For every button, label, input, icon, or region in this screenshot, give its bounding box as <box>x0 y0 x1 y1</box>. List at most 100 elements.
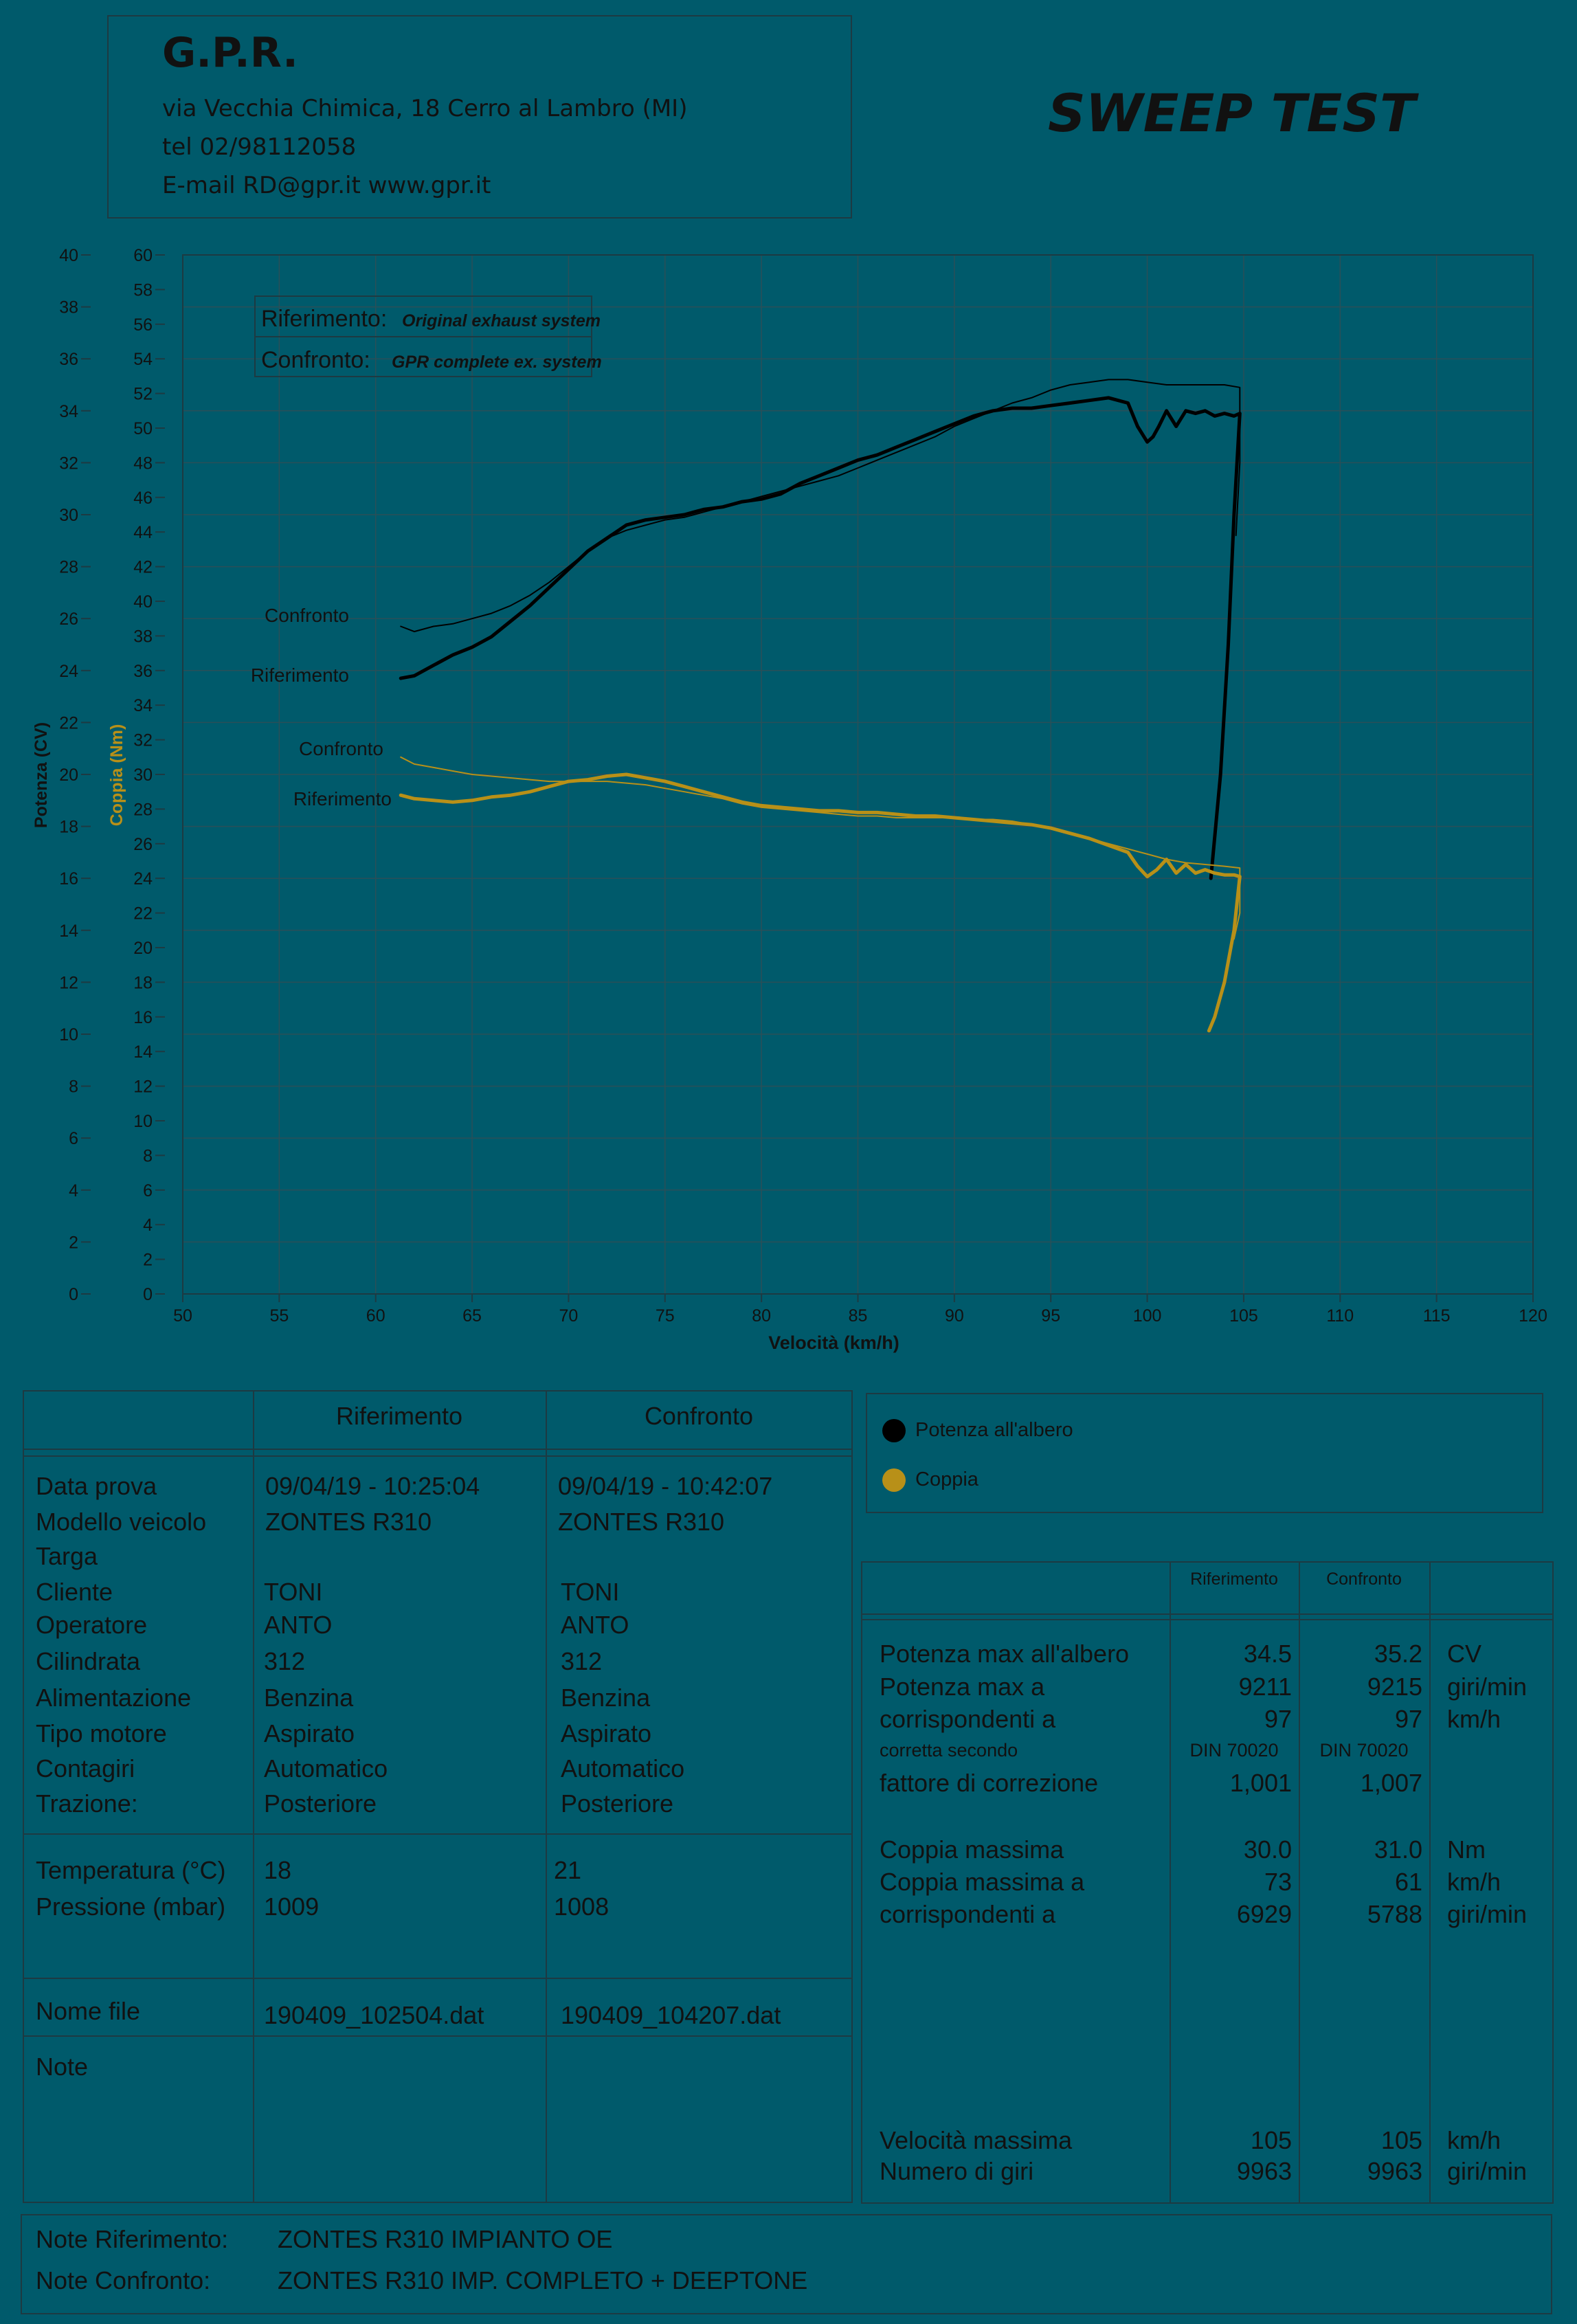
torque-tick-label: 52 <box>133 385 153 404</box>
torque-tick-label: 4 <box>143 1216 153 1235</box>
results-label: Potenza max a <box>880 1673 1045 1701</box>
results-label: Coppia massima a <box>880 1868 1085 1896</box>
results-header-cmp: Confronto <box>1326 1569 1402 1589</box>
legend-torque-label: Coppia <box>915 1468 978 1490</box>
note-ref-value: ZONTES R310 IMPIANTO OE <box>278 2225 613 2253</box>
info-header-ref: Riferimento <box>335 1402 463 1430</box>
info-ref: Posteriore <box>264 1789 377 1818</box>
results-table <box>861 1561 1554 2204</box>
notes-box: Note Riferimento: ZONTES R310 IMPIANTO O… <box>21 2214 1552 2314</box>
note-cmp-value: ZONTES R310 IMP. COMPLETO + DEEPTONE <box>278 2266 808 2294</box>
results-label: Velocità massima <box>880 2126 1073 2154</box>
x-tick-label: 75 <box>656 1306 675 1326</box>
power-tick-label: 14 <box>59 921 78 941</box>
note-label: Note <box>36 2053 89 2081</box>
company-name: G.P.R. <box>162 29 298 77</box>
note-cmp-label: Note Confronto: <box>36 2266 211 2294</box>
torque-tick-label: 16 <box>133 1008 153 1027</box>
results-cmp: 61 <box>1394 1868 1422 1896</box>
results-label: Coppia massima <box>880 1835 1064 1864</box>
pressure-cmp: 1008 <box>554 1892 609 1921</box>
info-cmp: ANTO <box>561 1611 629 1639</box>
torque-axis-label: Coppia (Nm) <box>107 724 126 827</box>
sweep-chart: 50 55 60 65 70 75 80 85 90 95 100 105 110 115 12002468… <box>32 246 1547 1353</box>
legend-power-label: Potenza all'albero <box>915 1419 1073 1441</box>
x-tick-label: 55 <box>269 1306 289 1326</box>
info-ref: TONI <box>264 1578 323 1606</box>
results-unit: km/h <box>1447 1705 1501 1733</box>
results-ref: 34.5 <box>1243 1640 1292 1668</box>
legend-cmp-label: Confronto: <box>261 347 370 373</box>
temp-label: Temperatura (°C) <box>36 1856 226 1884</box>
torque-tick-label: 30 <box>133 766 153 785</box>
x-tick-label: 65 <box>462 1306 482 1326</box>
info-ref: 312 <box>264 1647 306 1675</box>
power-tick-label: 4 <box>69 1181 78 1200</box>
legend-ref-desc: Original exhaust system <box>402 311 601 331</box>
x-tick-label: 100 <box>1133 1306 1162 1326</box>
info-cmp: Automatico <box>561 1754 685 1783</box>
legend-cmp-desc: GPR complete ex. system <box>392 353 602 372</box>
chart-labels: Confronto Riferimento Confronto Riferimento… <box>251 295 602 809</box>
file-cmp: 190409_104207.dat <box>561 2001 781 2029</box>
torque-tick-label: 22 <box>133 904 153 924</box>
info-cmp: ZONTES R310 <box>558 1508 725 1536</box>
results-cmp: 9215 <box>1367 1673 1422 1701</box>
info-label: Alimentazione <box>36 1684 192 1712</box>
x-tick-label: 60 <box>366 1306 385 1326</box>
results-cmp: 1,007 <box>1360 1769 1422 1797</box>
results-cmp: 5788 <box>1367 1900 1422 1928</box>
power-tick-label: 22 <box>59 713 78 733</box>
temp-cmp: 21 <box>554 1856 582 1884</box>
results-ref: 9211 <box>1238 1673 1292 1701</box>
power-tick-label: 38 <box>59 298 78 317</box>
curve-label-power-cmp: Confronto <box>265 605 349 626</box>
x-axis-label: Velocità (km/h) <box>768 1332 899 1353</box>
torque-tick-label: 50 <box>133 419 153 438</box>
info-cmp: 09/04/19 - 10:42:07 <box>558 1472 773 1500</box>
legend-power-marker <box>882 1419 906 1442</box>
results-label: corrispondenti a <box>880 1900 1056 1928</box>
torque-tick-label: 60 <box>133 246 153 265</box>
power-axis-label: Potenza (CV) <box>32 722 51 828</box>
torque-tick-label: 58 <box>133 280 153 300</box>
torque-tick-label: 46 <box>133 489 153 508</box>
torque-tick-label: 40 <box>133 592 153 612</box>
curve-label-torque-ref: Riferimento <box>293 788 392 809</box>
results-unit: Nm <box>1447 1835 1486 1864</box>
file-ref: 190409_102504.dat <box>264 2001 484 2029</box>
torque-tick-label: 18 <box>133 973 153 992</box>
torque-tick-label: 24 <box>133 869 153 889</box>
corr-cmp: DIN 70020 <box>1319 1740 1409 1761</box>
torque-tick-label: 56 <box>133 315 153 335</box>
results-ref: 9963 <box>1236 2157 1292 2185</box>
curve-label-power-ref: Riferimento <box>251 664 349 686</box>
torque-tick-label: 14 <box>133 1042 153 1062</box>
power-tick-label: 8 <box>69 1077 78 1097</box>
info-cmp: 312 <box>561 1647 603 1675</box>
power-tick-label: 30 <box>59 506 78 525</box>
torque-tick-label: 26 <box>133 835 153 854</box>
results-cmp: 105 <box>1380 2126 1422 2154</box>
info-ref: Aspirato <box>264 1719 355 1747</box>
info-label: Data prova <box>36 1472 157 1500</box>
x-tick-label: 95 <box>1041 1306 1060 1326</box>
results-header-ref: Riferimento <box>1190 1569 1278 1589</box>
info-ref: Benzina <box>264 1684 354 1712</box>
series-torque-cmp <box>400 756 1241 940</box>
power-tick-label: 36 <box>59 350 78 369</box>
power-tick-label: 12 <box>59 973 78 992</box>
power-tick-label: 18 <box>59 818 78 837</box>
chart-series <box>399 379 1242 1033</box>
torque-tick-label: 38 <box>133 627 153 646</box>
torque-tick-label: 54 <box>133 350 153 369</box>
results-cmp: 31.0 <box>1374 1835 1422 1864</box>
power-tick-label: 40 <box>59 246 78 265</box>
power-tick-label: 2 <box>69 1233 78 1252</box>
info-cmp: TONI <box>561 1578 620 1606</box>
results-ref: 6929 <box>1236 1900 1292 1928</box>
results-unit: giri/min <box>1447 1673 1528 1701</box>
torque-tick-label: 20 <box>133 939 153 958</box>
results-label: Numero di giri <box>880 2157 1034 2185</box>
series-power-cmp <box>400 379 1241 633</box>
